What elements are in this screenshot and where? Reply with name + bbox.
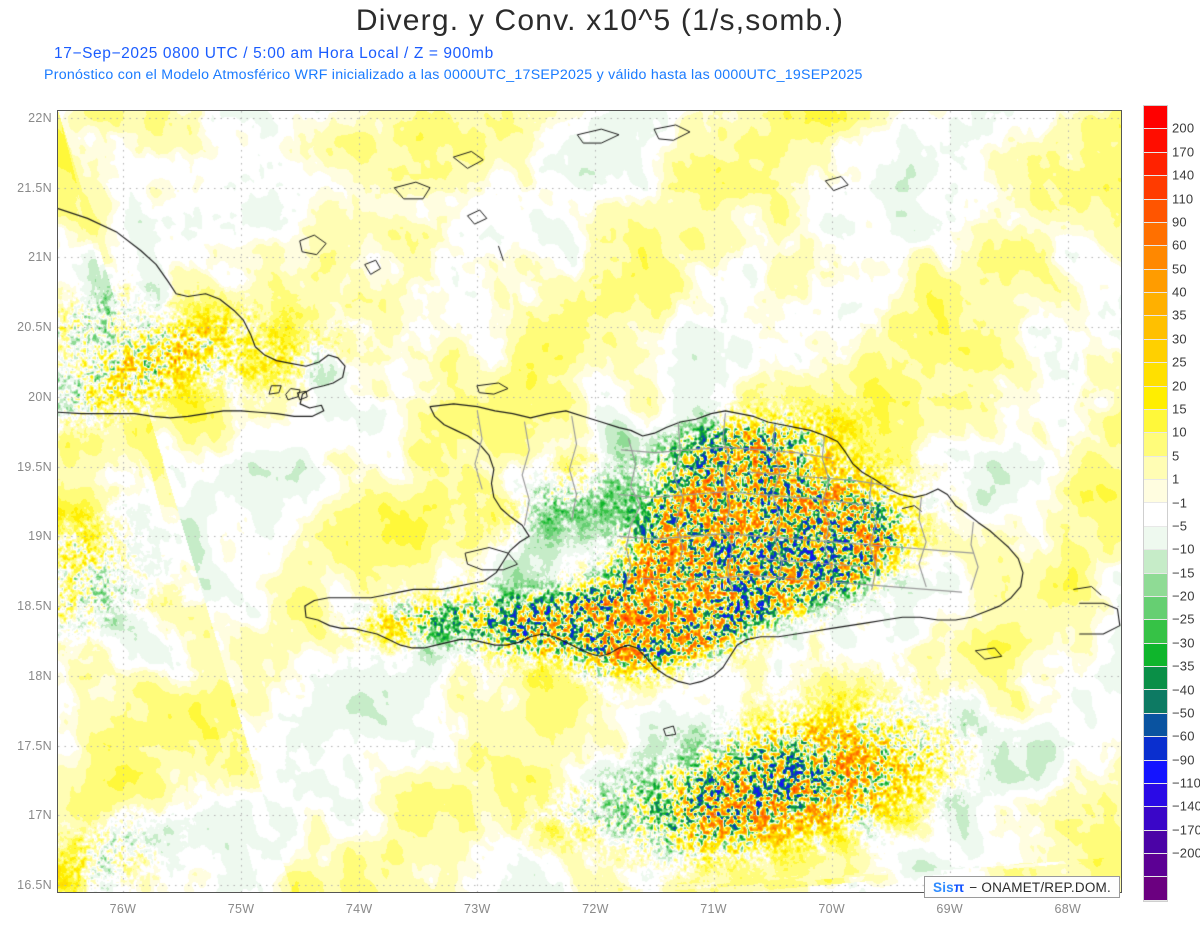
credit-agency-text: − ONAMET/REP.DOM. bbox=[969, 879, 1111, 895]
colorbar-cell bbox=[1144, 596, 1167, 621]
colorbar-cell bbox=[1144, 246, 1167, 270]
colorbar-cell bbox=[1144, 667, 1167, 691]
colorbar-tick-label: 50 bbox=[1172, 261, 1187, 277]
colorbar-cell bbox=[1144, 222, 1167, 247]
lat-tick-label: 20N bbox=[28, 389, 52, 404]
colorbar-cell bbox=[1144, 129, 1167, 153]
colorbar-cell bbox=[1144, 199, 1167, 223]
colorbar-cell bbox=[1144, 807, 1167, 831]
lon-tick-label: 70W bbox=[818, 902, 845, 916]
colorbar-tick-label: 200 bbox=[1172, 120, 1195, 136]
colorbar-tick-label: 110 bbox=[1172, 191, 1194, 207]
colorbar-cell bbox=[1144, 643, 1167, 667]
colorbar-tick-label: −35 bbox=[1172, 658, 1195, 674]
colorbar-cell bbox=[1144, 550, 1167, 574]
lat-tick-label: 18N bbox=[28, 668, 52, 683]
credit-pi-text: π bbox=[953, 879, 965, 895]
colorbar-tick-label: −10 bbox=[1172, 541, 1195, 557]
colorbar-cell bbox=[1144, 830, 1167, 854]
lon-tick-label: 75W bbox=[227, 902, 255, 916]
colorbar-cell bbox=[1144, 737, 1167, 761]
lat-tick-label: 17.5N bbox=[17, 738, 52, 753]
colorbar-cell bbox=[1144, 713, 1167, 738]
lat-tick-label: 19.5N bbox=[17, 459, 52, 474]
colorbar-cell bbox=[1144, 433, 1167, 457]
colorbar-tick-label: −25 bbox=[1172, 611, 1195, 627]
map-plot-area bbox=[57, 110, 1122, 893]
colorbar-tick-label: −90 bbox=[1172, 752, 1195, 768]
colorbar-tick-label: −40 bbox=[1172, 682, 1195, 698]
colorbar-tick-label: 90 bbox=[1172, 214, 1187, 230]
colorbar-cell bbox=[1144, 409, 1167, 434]
lon-tick-label: 73W bbox=[463, 902, 491, 916]
colorbar-cell bbox=[1144, 176, 1167, 200]
colorbar-cell bbox=[1144, 690, 1167, 714]
colorbar-cell bbox=[1144, 620, 1167, 644]
colorbar-tick-label: 35 bbox=[1172, 307, 1187, 323]
colorbar-tick-label: −20 bbox=[1172, 588, 1195, 604]
lon-tick-label: 76W bbox=[109, 902, 137, 916]
colorbar-tick-label: 5 bbox=[1172, 448, 1180, 464]
credit-badge: Sis π − ONAMET/REP.DOM. bbox=[924, 876, 1120, 898]
page-title: Diverg. y Conv. x10^5 (1/s,somb.) bbox=[355, 4, 845, 37]
colorbar-tick-label: 60 bbox=[1172, 237, 1187, 253]
colorbar-cell bbox=[1144, 503, 1167, 527]
colorbar-tick-label: −50 bbox=[1172, 705, 1195, 721]
colorbar-tick-label: −30 bbox=[1172, 635, 1195, 651]
lon-tick-label: 68W bbox=[1054, 902, 1082, 916]
colorbar-cell bbox=[1144, 386, 1167, 410]
colorbar-tick-label: −170 bbox=[1172, 822, 1200, 838]
colorbar-cell bbox=[1144, 526, 1167, 551]
colorbar-cell bbox=[1144, 480, 1167, 504]
lat-tick-label: 16.5N bbox=[17, 878, 52, 893]
colorbar-tick-label: 170 bbox=[1172, 144, 1195, 160]
lon-tick-label: 74W bbox=[345, 902, 373, 916]
colorbar-tick-label: 15 bbox=[1172, 401, 1187, 417]
colorbar bbox=[1143, 105, 1168, 902]
lon-tick-label: 72W bbox=[582, 902, 609, 916]
lon-tick-label: 71W bbox=[700, 902, 727, 916]
colorbar-tick-label: −1 bbox=[1172, 495, 1188, 510]
colorbar-tick-label: 20 bbox=[1172, 378, 1187, 394]
subtitle-model-info: Pronóstico con el Modelo Atmosférico WRF… bbox=[44, 67, 863, 83]
lat-tick-label: 21.5N bbox=[17, 180, 52, 195]
colorbar-tick-label: 25 bbox=[1172, 354, 1187, 370]
colorbar-tick-label: 30 bbox=[1172, 331, 1187, 347]
colorbar-tick-label: −140 bbox=[1172, 798, 1200, 814]
colorbar-tick-label: 10 bbox=[1172, 424, 1187, 440]
subtitle-valid-time: 17−Sep−2025 0800 UTC / 5:00 am Hora Loca… bbox=[54, 45, 494, 62]
colorbar-tick-label: 1 bbox=[1172, 471, 1180, 487]
colorbar-cell bbox=[1144, 877, 1167, 901]
credit-sis-text: Sis bbox=[933, 879, 954, 895]
colorbar-cell bbox=[1144, 456, 1167, 480]
colorbar-cell bbox=[1144, 363, 1167, 387]
colorbar-cell bbox=[1144, 106, 1167, 130]
colorbar-cell bbox=[1144, 269, 1167, 293]
lat-tick-label: 20.5N bbox=[17, 320, 52, 335]
colorbar-cell bbox=[1144, 760, 1167, 784]
colorbar-tick-label: 140 bbox=[1172, 167, 1195, 183]
lat-tick-label: 18.5N bbox=[17, 599, 52, 614]
colorbar-cell bbox=[1144, 293, 1167, 317]
colorbar-tick-label: −5 bbox=[1172, 518, 1188, 534]
colorbar-tick-label: −15 bbox=[1172, 565, 1195, 581]
colorbar-cell bbox=[1144, 316, 1167, 340]
colorbar-cell bbox=[1144, 152, 1167, 177]
colorbar-cell bbox=[1144, 854, 1167, 878]
lat-tick-label: 17N bbox=[28, 808, 52, 823]
colorbar-cell bbox=[1144, 783, 1167, 808]
colorbar-tick-label: −200 bbox=[1172, 845, 1200, 861]
lat-tick-label: 19N bbox=[28, 529, 52, 544]
colorbar-cell bbox=[1144, 573, 1167, 597]
colorbar-cell bbox=[1144, 339, 1167, 364]
lon-tick-label: 69W bbox=[936, 902, 964, 916]
chart-header: Diverg. y Conv. x10^5 (1/s,somb.) 17−Sep… bbox=[0, 0, 1200, 98]
lat-tick-label: 22N bbox=[28, 110, 52, 125]
colorbar-tick-label: −110 bbox=[1172, 775, 1200, 791]
colorbar-tick-label: 40 bbox=[1172, 284, 1187, 300]
divergence-field-heatmap bbox=[58, 111, 1121, 892]
colorbar-tick-label: −60 bbox=[1172, 728, 1195, 744]
lat-tick-label: 21N bbox=[28, 250, 52, 265]
